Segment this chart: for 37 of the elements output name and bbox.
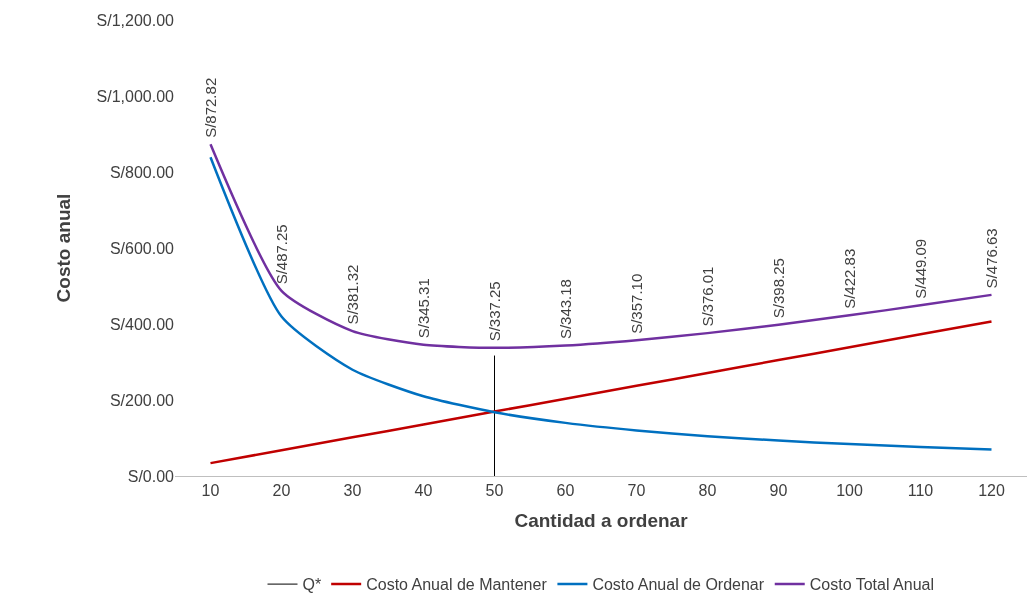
x-tick-label: 80 (698, 482, 717, 500)
legend-label: Q* (302, 576, 322, 594)
x-tick-label: 60 (556, 482, 575, 500)
data-label: S/337.25 (485, 281, 503, 342)
x-tick-label: 40 (414, 482, 433, 500)
data-label: S/376.01 (699, 266, 717, 327)
x-tick-label: 10 (201, 482, 220, 500)
y-tick-label: S/0.00 (127, 467, 175, 485)
data-label: S/872.82 (202, 77, 220, 138)
x-tick-label: 70 (627, 482, 646, 500)
x-tick-label: 100 (836, 482, 863, 500)
y-tick-label: S/400.00 (109, 315, 175, 333)
x-tick-label: 120 (978, 482, 1005, 500)
data-label: S/476.63 (982, 228, 1000, 289)
y-tick-label: S/1,000.00 (96, 87, 175, 105)
data-label: S/345.31 (414, 278, 432, 339)
data-label: S/449.09 (912, 238, 930, 299)
y-tick-label: S/200.00 (109, 391, 175, 409)
y-tick-label: S/1,200.00 (96, 11, 175, 29)
x-tick-label: 50 (485, 482, 504, 500)
data-label: S/487.25 (272, 224, 290, 285)
y-tick-label: S/600.00 (109, 239, 175, 257)
x-tick-label: 20 (272, 482, 291, 500)
legend-label: Costo Anual de Ordenar (592, 576, 765, 594)
data-label: S/343.18 (556, 279, 574, 340)
legend-label: Costo Anual de Mantener (366, 576, 548, 594)
x-tick-label: 30 (343, 482, 362, 500)
y-axis-title: Costo anual (53, 193, 75, 303)
y-tick-label: S/800.00 (109, 163, 175, 181)
x-axis-title: Cantidad a ordenar (514, 510, 689, 531)
legend-label: Costo Total Anual (809, 576, 934, 594)
x-tick-label: 110 (907, 482, 934, 500)
data-label: S/357.10 (628, 273, 646, 334)
x-tick-label: 90 (769, 482, 788, 500)
data-label: S/398.25 (769, 258, 787, 319)
data-label: S/381.32 (344, 264, 362, 325)
data-label: S/422.83 (841, 248, 859, 309)
